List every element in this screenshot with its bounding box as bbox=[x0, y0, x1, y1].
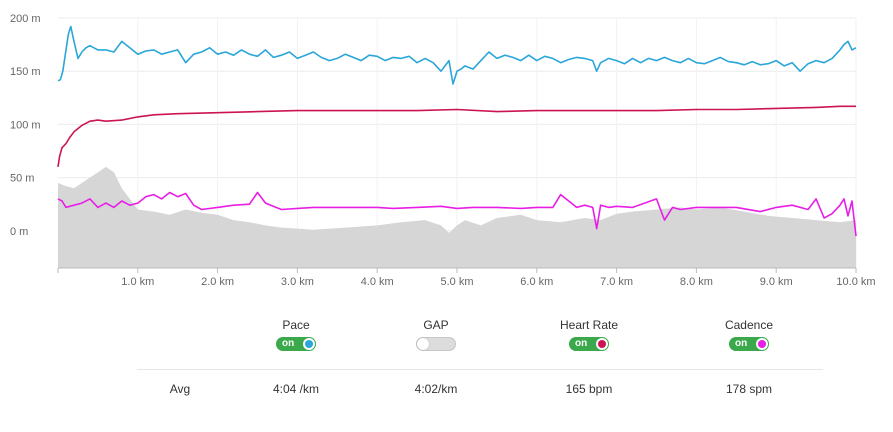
heart-rate-toggle-knob bbox=[596, 338, 608, 350]
x-tick-label: 6.0 km bbox=[520, 276, 553, 288]
summary-row: Avg 4:04 /km 4:02/km 165 bpm 178 spm bbox=[0, 382, 893, 398]
cadence-line bbox=[57, 191, 857, 237]
cadence-label: Cadence bbox=[724, 318, 774, 332]
y-tick-label: 150 m bbox=[10, 66, 41, 78]
pace-color-dot bbox=[305, 340, 313, 348]
avg-cadence: 178 spm bbox=[725, 382, 773, 396]
gap-toggle[interactable] bbox=[416, 337, 456, 351]
heart-rate-toggle[interactable]: on bbox=[569, 337, 609, 351]
x-tick-label: 1.0 km bbox=[121, 276, 154, 288]
heart-rate-color-dot bbox=[598, 340, 606, 348]
pace-line bbox=[57, 25, 857, 85]
pace-toggle[interactable]: on bbox=[276, 337, 316, 351]
x-tick-label: 9.0 km bbox=[760, 276, 793, 288]
heart-rate-label: Heart Rate bbox=[559, 318, 619, 332]
area-layer bbox=[58, 166, 856, 268]
x-tick-label: 4.0 km bbox=[361, 276, 394, 288]
stream-toggles: Pace on GAP Heart Rate on Cadence on bbox=[0, 318, 893, 358]
gap-control: GAP bbox=[376, 318, 496, 355]
summary-row-label: Avg bbox=[169, 382, 191, 396]
avg-heart-rate: 165 bpm bbox=[565, 382, 613, 396]
x-tick-label: 8.0 km bbox=[680, 276, 713, 288]
line-layer bbox=[57, 25, 857, 237]
x-tick-label: 3.0 km bbox=[281, 276, 314, 288]
heart-rate-control: Heart Rate on bbox=[529, 318, 649, 355]
gap-toggle-knob bbox=[417, 338, 429, 350]
pace-label: Pace bbox=[282, 318, 310, 332]
x-tick-label: 2.0 km bbox=[201, 276, 234, 288]
pace-toggle-knob bbox=[303, 338, 315, 350]
y-tick-label: 100 m bbox=[10, 119, 41, 131]
x-tick-label: 5.0 km bbox=[440, 276, 473, 288]
heart-rate-toggle-text: on bbox=[575, 338, 588, 349]
stream-chart: 0 m 50 m 100 m 150 m 200 m 1.0 km 2.0 km 3.0 km… bbox=[10, 13, 876, 288]
pace-toggle-text: on bbox=[282, 338, 295, 349]
y-tick-label: 50 m bbox=[10, 173, 34, 185]
elevation-area bbox=[58, 166, 856, 268]
summary-divider bbox=[137, 369, 823, 370]
x-tick-label: 7.0 km bbox=[600, 276, 633, 288]
y-tick-label: 0 m bbox=[10, 226, 28, 238]
gap-label: GAP bbox=[423, 318, 449, 332]
cadence-toggle-knob bbox=[756, 338, 768, 350]
avg-gap: 4:02/km bbox=[414, 382, 458, 396]
cadence-color-dot bbox=[758, 340, 766, 348]
x-tick-label: 10.0 km bbox=[836, 276, 875, 288]
pace-control: Pace on bbox=[236, 318, 356, 355]
y-tick-label: 200 m bbox=[10, 13, 41, 25]
avg-pace: 4:04 /km bbox=[272, 382, 320, 396]
cadence-toggle-text: on bbox=[735, 338, 748, 349]
cadence-toggle[interactable]: on bbox=[729, 337, 769, 351]
axes: 0 m 50 m 100 m 150 m 200 m 1.0 km 2.0 km 3.0 km… bbox=[10, 13, 876, 288]
heart-rate-line bbox=[57, 105, 856, 168]
cadence-control: Cadence on bbox=[689, 318, 809, 355]
